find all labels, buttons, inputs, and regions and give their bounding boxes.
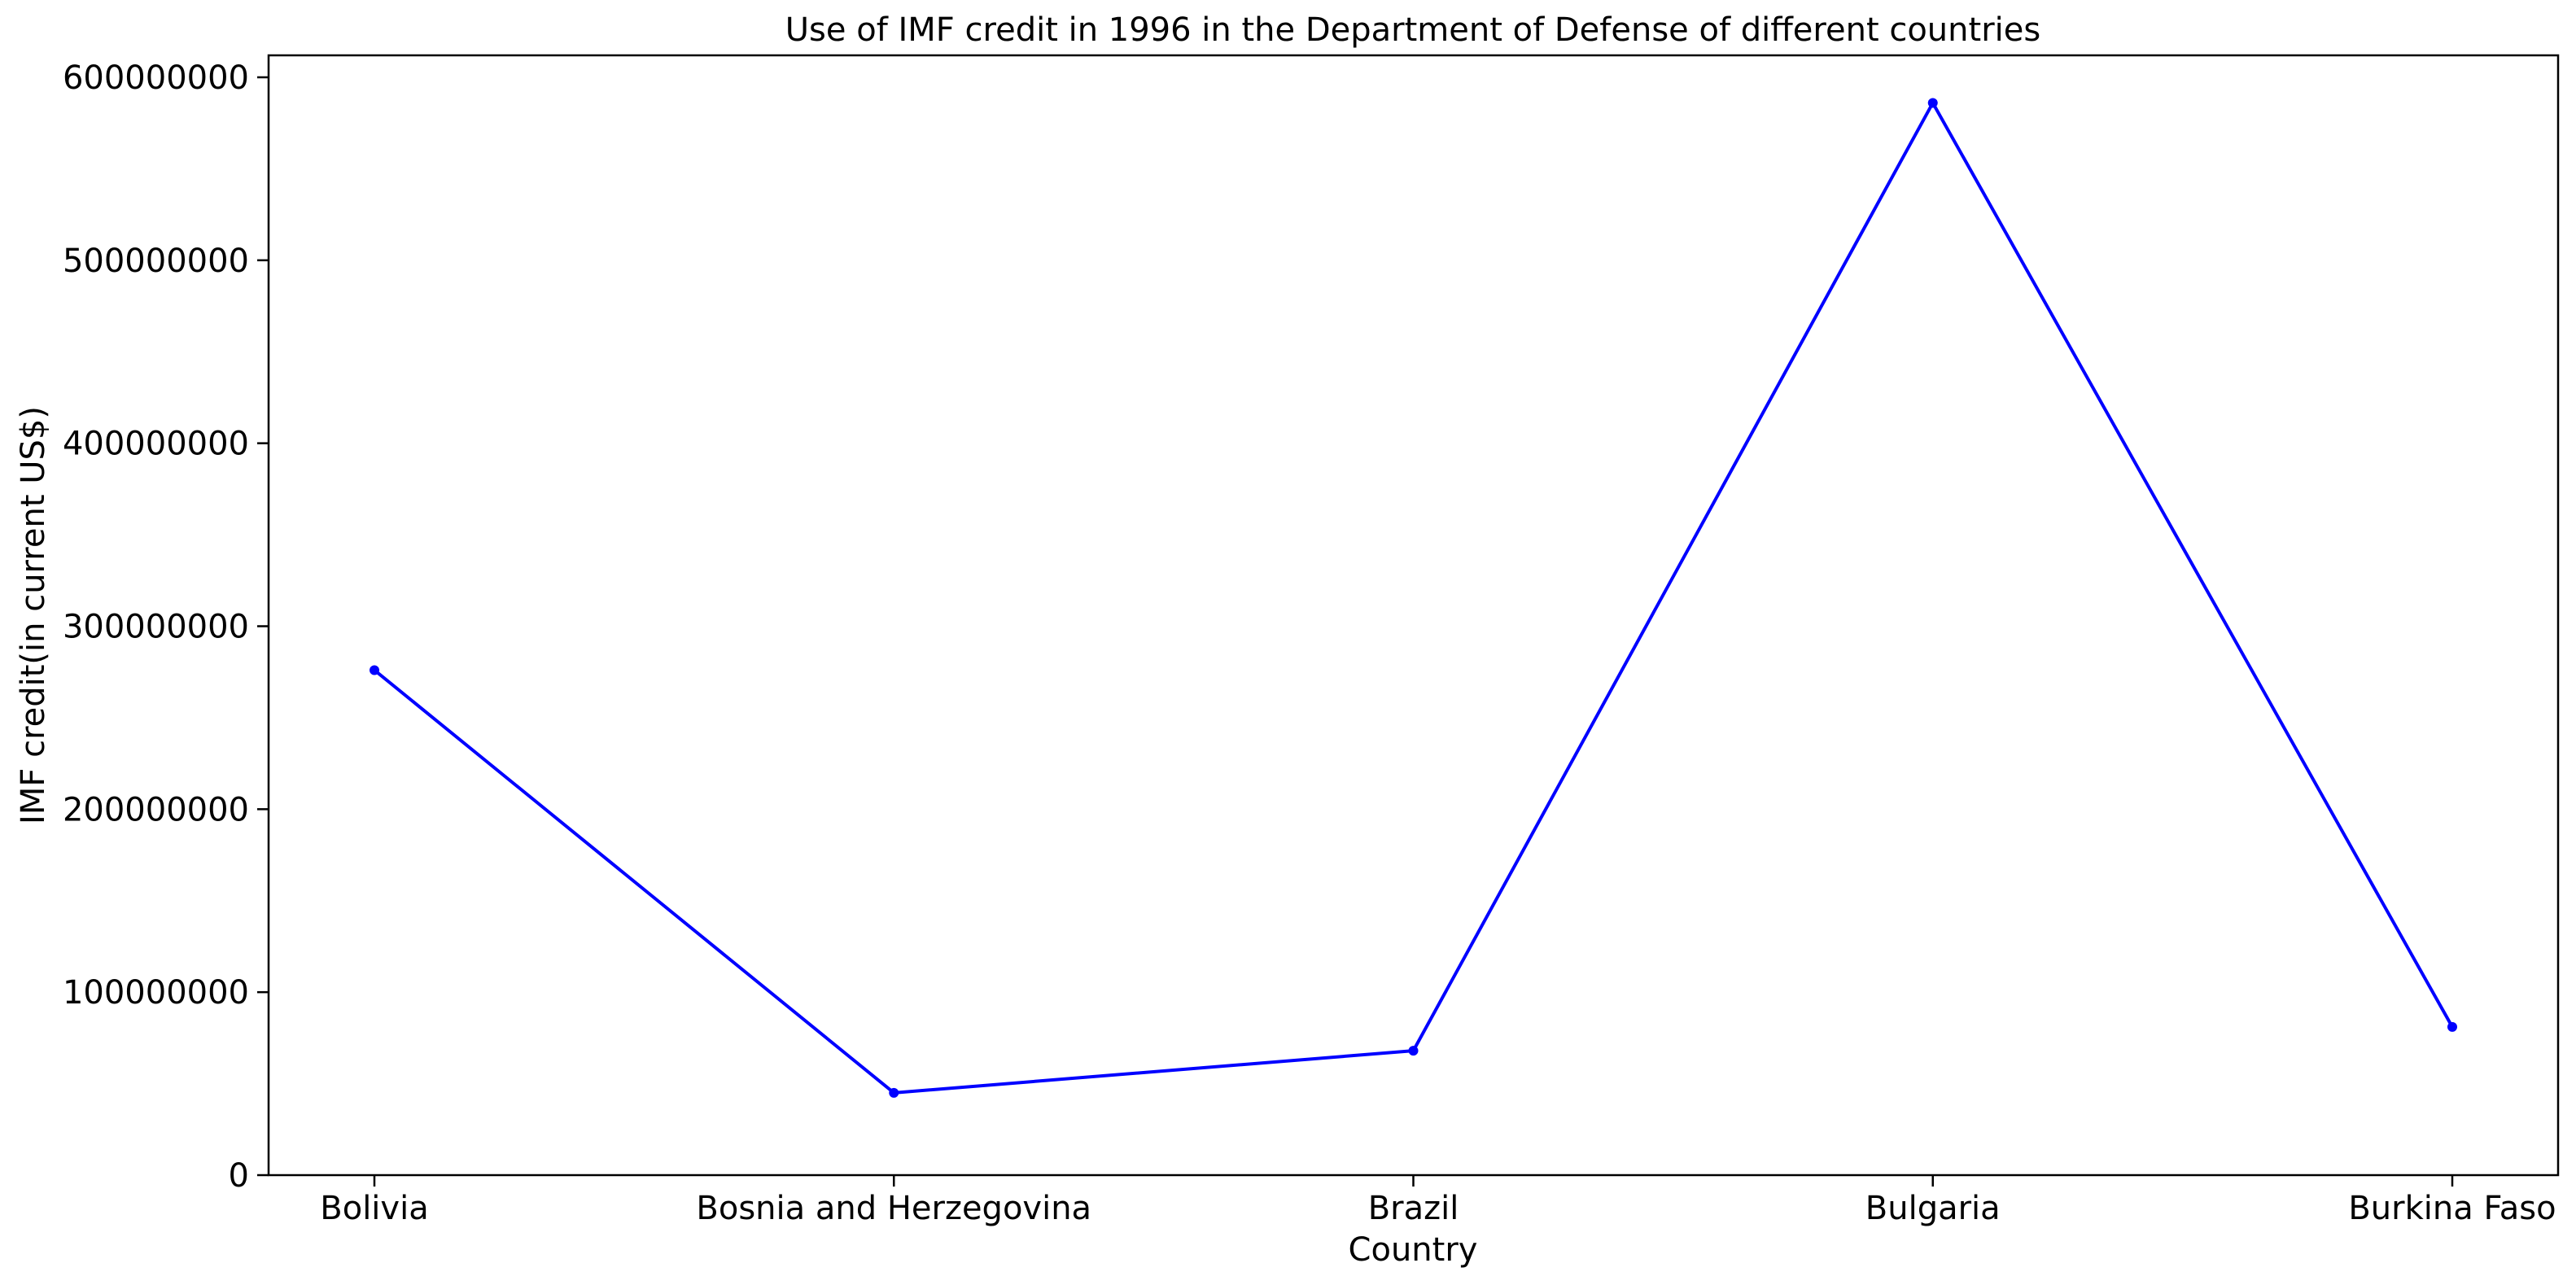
data-point-bosnia-and-herzegovina bbox=[889, 1087, 899, 1098]
x-tick-label: Burkina Faso bbox=[2348, 1190, 2556, 1227]
y-tick-label: 100000000 bbox=[63, 974, 249, 1012]
x-tick-label: Brazil bbox=[1368, 1190, 1459, 1227]
chart-title: Use of IMF credit in 1996 in the Departm… bbox=[785, 11, 2040, 49]
y-tick-label: 600000000 bbox=[63, 59, 249, 97]
x-axis-label: Country bbox=[1349, 1231, 1478, 1269]
data-point-bolivia bbox=[370, 665, 379, 675]
y-tick-label: 200000000 bbox=[63, 791, 249, 828]
x-tick-label: Bosnia and Herzegovina bbox=[696, 1190, 1091, 1227]
plot-frame bbox=[267, 54, 2560, 1177]
y-tick-label: 0 bbox=[229, 1157, 249, 1195]
x-tick-label: Bolivia bbox=[320, 1190, 428, 1227]
y-axis: 0 100000000 200000000 300000000 400000000 500… bbox=[63, 59, 269, 1195]
x-tick-label: Bulgaria bbox=[1865, 1190, 2001, 1227]
y-tick-label: 500000000 bbox=[63, 243, 249, 280]
data-point-bulgaria bbox=[1927, 98, 1938, 108]
series-line bbox=[373, 101, 2454, 1095]
y-tick-label: 400000000 bbox=[63, 426, 249, 463]
plot-area bbox=[267, 54, 2560, 1177]
x-axis: Bolivia Bosnia and Herzegovina Brazil Bulga… bbox=[320, 1175, 2556, 1227]
y-tick-label: 300000000 bbox=[63, 608, 249, 645]
y-axis-label: IMF credit(in current US$) bbox=[15, 406, 52, 824]
series-layer bbox=[370, 98, 2457, 1098]
data-point-brazil bbox=[1408, 1046, 1419, 1056]
data-point-burkina-faso bbox=[2447, 1021, 2457, 1032]
